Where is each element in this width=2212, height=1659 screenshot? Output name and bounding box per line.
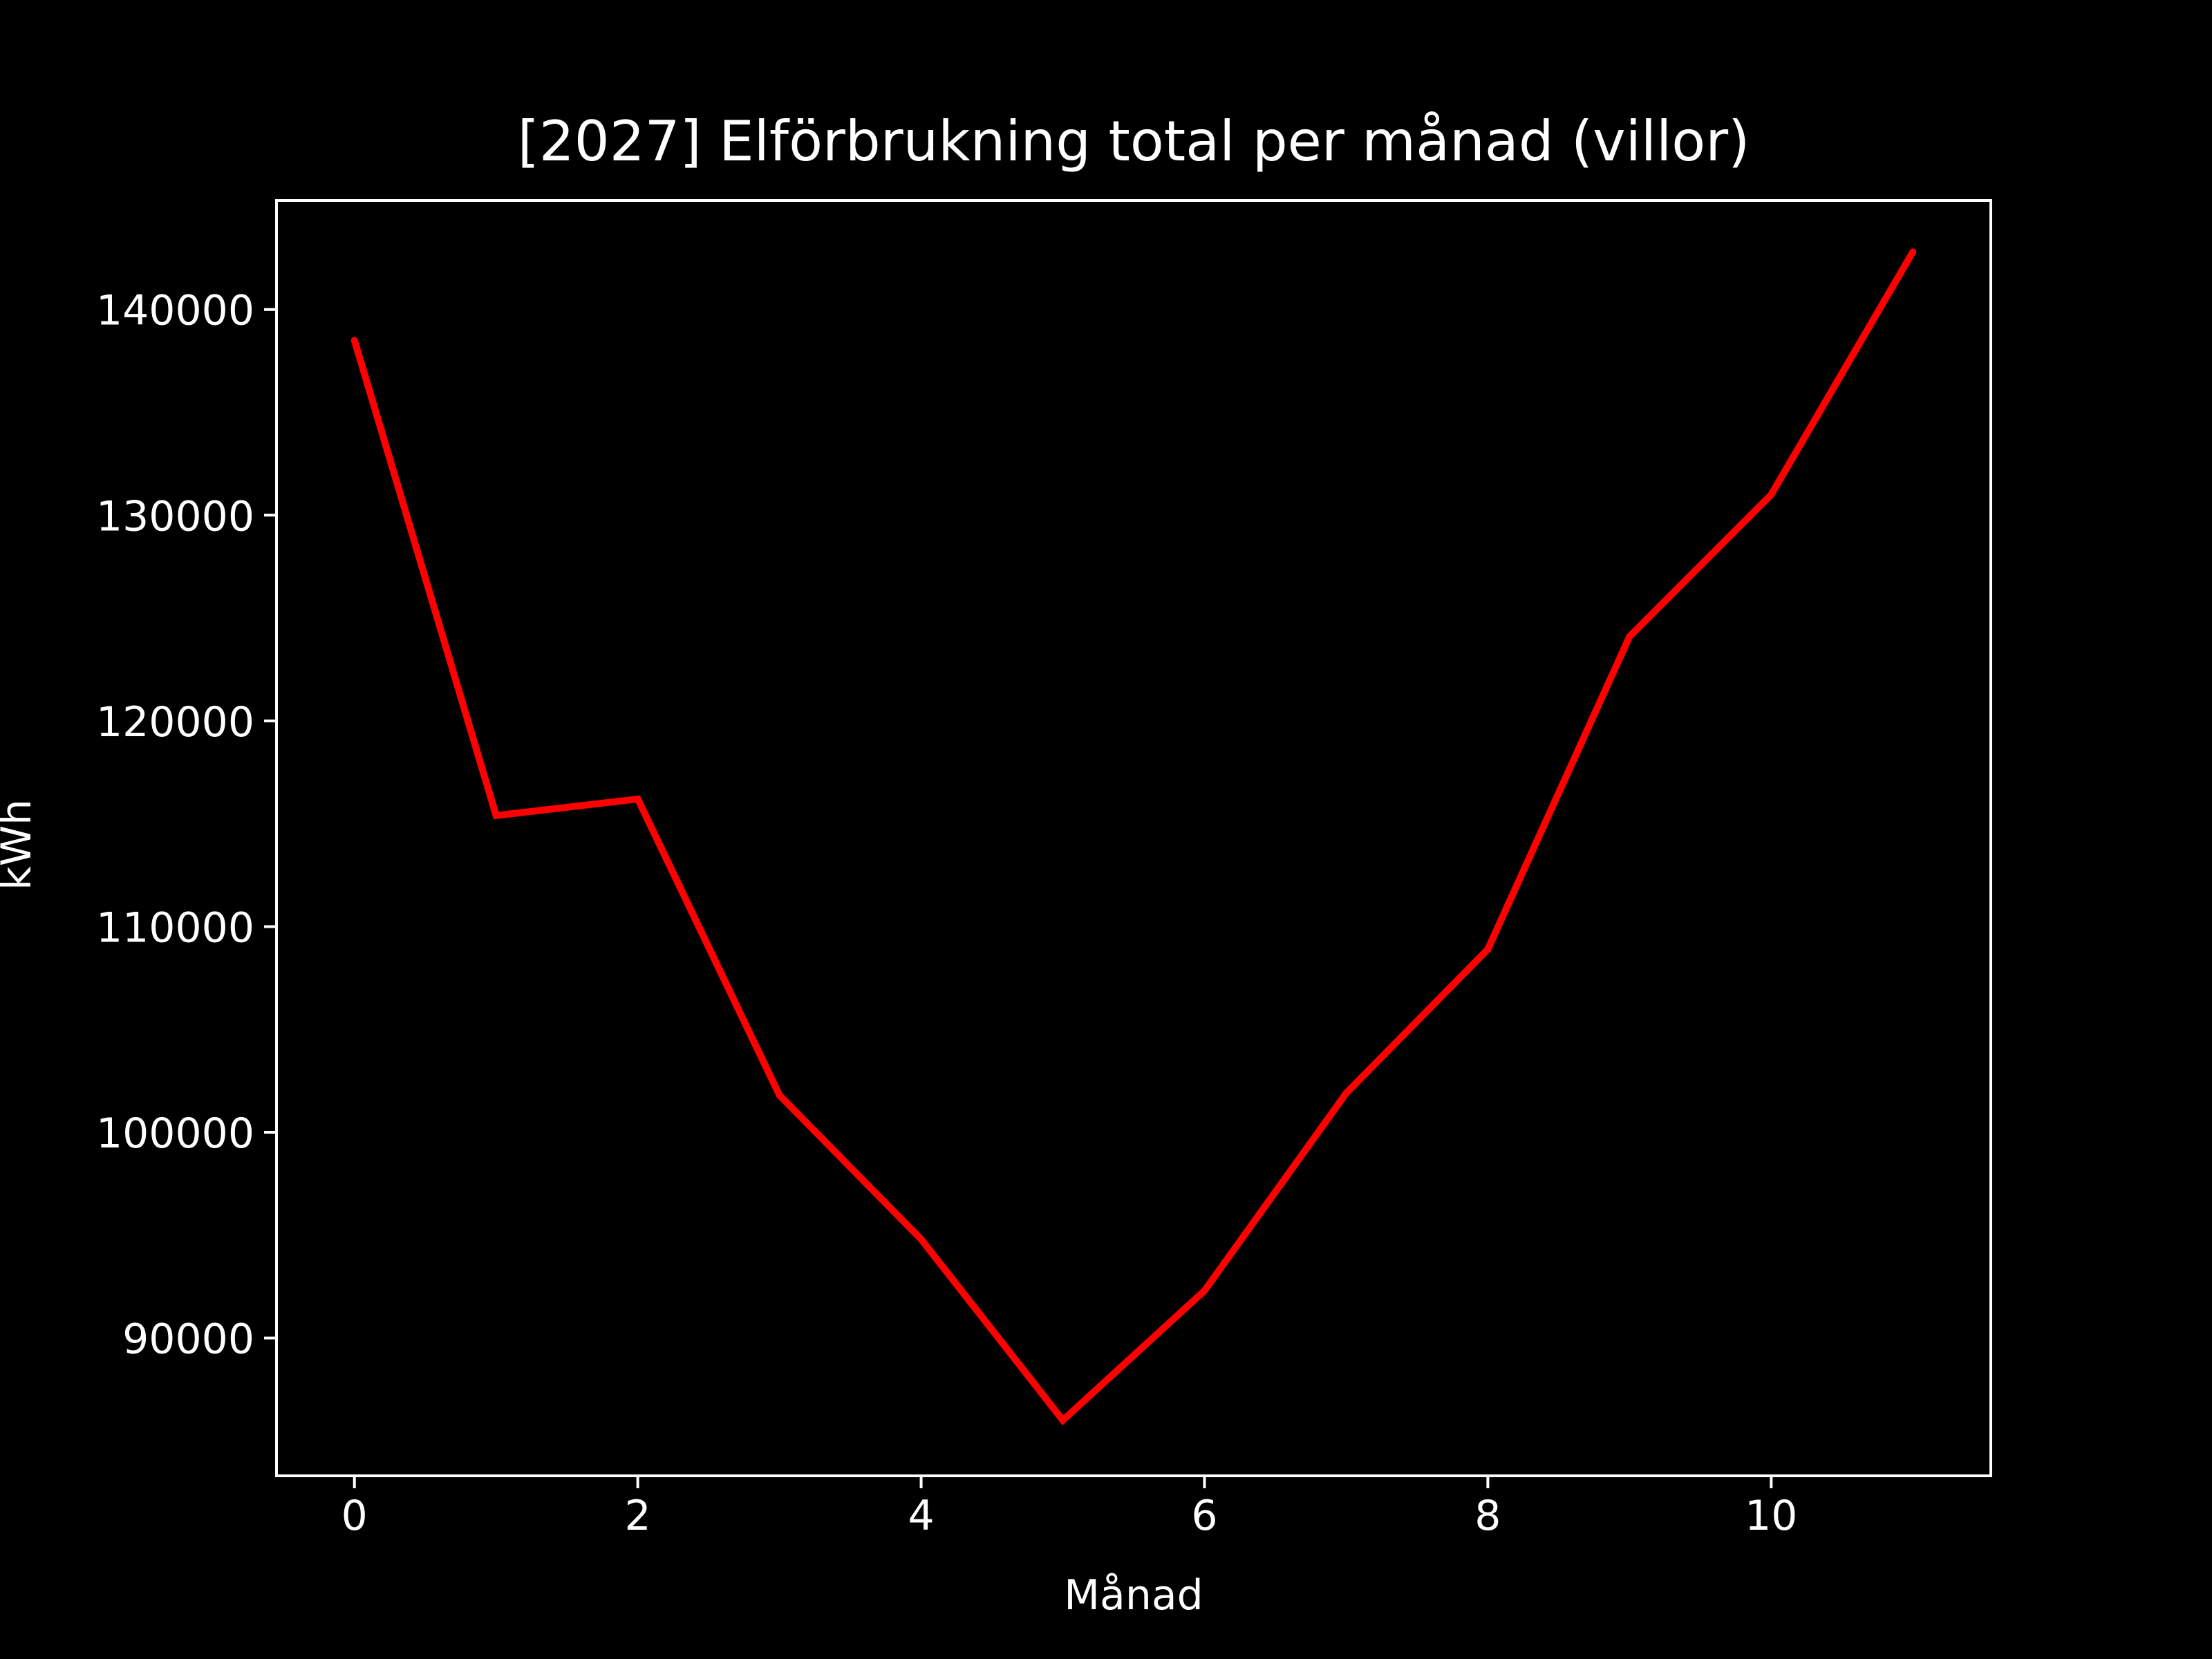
data-point <box>917 1235 925 1243</box>
y-tick-label: 140000 <box>96 287 254 335</box>
y-tick-label: 130000 <box>96 492 254 541</box>
data-point <box>1059 1416 1067 1424</box>
data-point <box>1484 946 1492 953</box>
data-point <box>1626 632 1633 640</box>
y-tick-label: 90000 <box>122 1315 254 1364</box>
x-tick-label: 4 <box>908 1492 934 1540</box>
y-axis-ticks: 90000 100000 110000 120000 130000 140000 <box>96 287 276 1364</box>
data-point <box>1201 1287 1208 1295</box>
axes-frame <box>275 199 1992 1477</box>
data-point <box>1342 1089 1350 1097</box>
x-axis-ticks: 0 2 4 6 8 10 <box>341 1476 1797 1540</box>
chart-title: [2027] Elförbrukning total per månad (vi… <box>518 109 1750 174</box>
x-tick-label: 8 <box>1474 1492 1501 1540</box>
data-point <box>1768 491 1775 498</box>
x-tick-label: 6 <box>1191 1492 1217 1540</box>
x-tick-label: 2 <box>625 1492 651 1540</box>
y-axis-label: kWh <box>0 799 41 890</box>
y-tick-label: 110000 <box>96 903 254 952</box>
y-tick-label: 120000 <box>96 698 254 747</box>
data-point <box>634 795 641 803</box>
y-tick-label: 100000 <box>96 1109 254 1158</box>
plot-area <box>350 248 1917 1425</box>
series-line <box>350 250 1916 1425</box>
data-point <box>492 812 500 819</box>
data-point <box>776 1091 783 1099</box>
x-axis-label: Månad <box>1064 1571 1203 1620</box>
data-point <box>1909 248 1917 256</box>
x-tick-label: 10 <box>1745 1492 1797 1540</box>
x-tick-label: 0 <box>341 1492 368 1540</box>
data-point <box>350 337 358 344</box>
